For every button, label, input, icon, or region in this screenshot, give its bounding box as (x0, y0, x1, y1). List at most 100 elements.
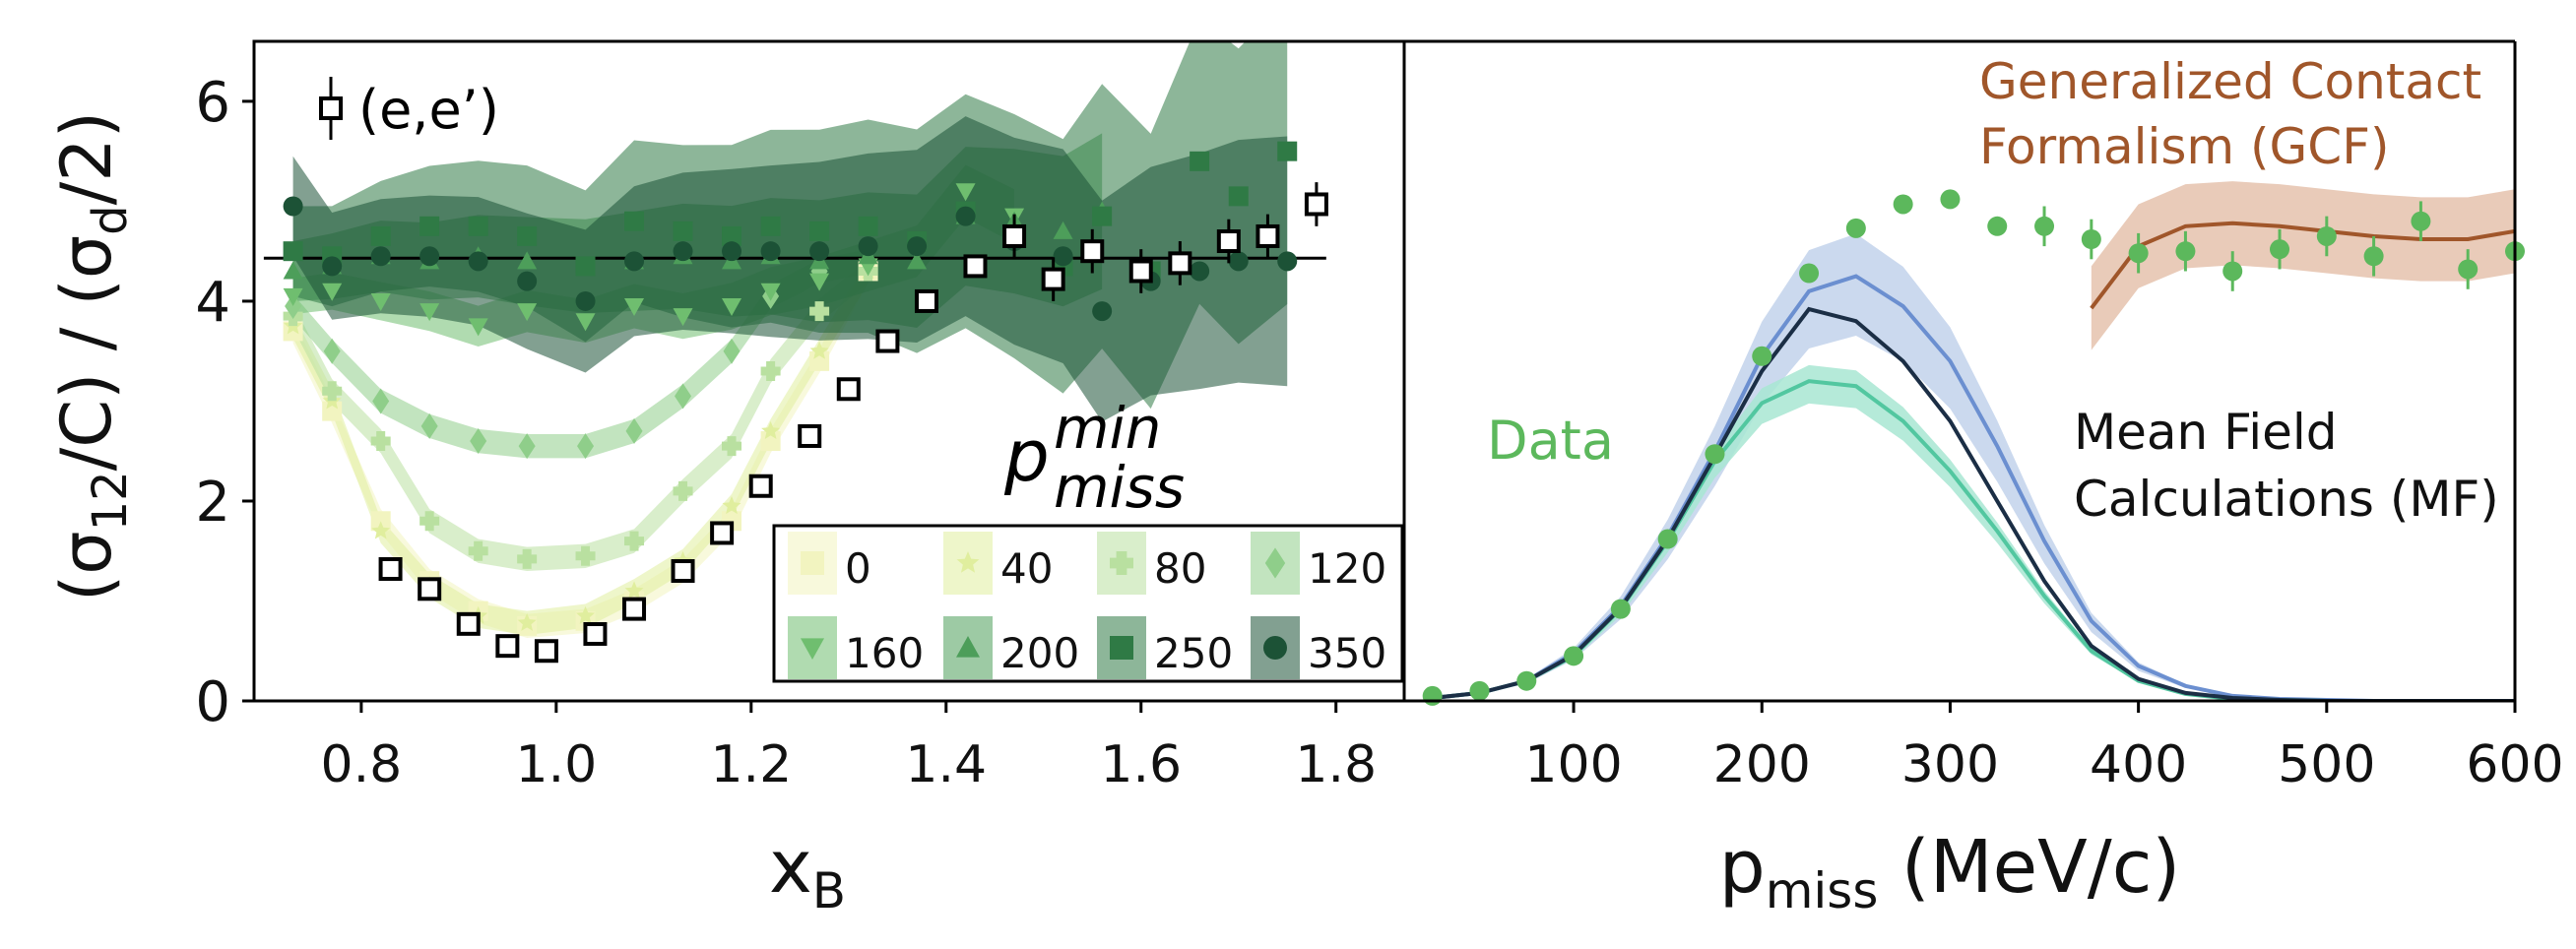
marker-pmin-250 (722, 225, 742, 246)
pmin-legend: 0 40 80 120 160 200 250 350 (772, 524, 1404, 683)
marker-pmin-120 (420, 412, 438, 439)
ee-point (456, 611, 481, 636)
ee-point (875, 329, 900, 353)
marker-pmin-120 (723, 338, 741, 364)
marker-pmin-80 (673, 480, 693, 501)
marker-pmin-160 (419, 303, 440, 322)
x-tick-label: 1.6 (1100, 735, 1182, 794)
data-point (1799, 263, 1820, 284)
marker-pmin-350 (322, 256, 343, 277)
legend-label: 160 (845, 629, 924, 677)
marker-pmin-40 (517, 612, 537, 631)
marker-pmin-250 (1277, 141, 1298, 161)
marker-pmin-350 (1053, 246, 1073, 267)
marker-pmin-120 (285, 293, 302, 320)
legend-marker (1264, 547, 1286, 579)
data-point (1422, 685, 1443, 706)
ee-point (671, 559, 695, 584)
marker-pmin-250 (1092, 206, 1113, 226)
marker-pmin-120 (470, 428, 487, 455)
marker-pmin-250 (809, 221, 830, 241)
ee-point (748, 474, 773, 498)
data-point (2034, 216, 2055, 236)
data-point (1705, 444, 1725, 465)
marker-pmin-250 (760, 216, 781, 236)
data-point (2175, 241, 2196, 262)
x-tick-label: 300 (1901, 735, 1999, 794)
data-point (1752, 346, 1772, 366)
ee-point (495, 634, 520, 659)
marker-pmin-80 (419, 511, 440, 532)
marker-pmin-350 (370, 246, 391, 267)
x-tick-label: 100 (1524, 735, 1622, 794)
marker-pmin-200 (517, 251, 538, 270)
y-tick-label: 0 (195, 670, 230, 734)
line-gcf (2090, 221, 2515, 310)
x-tick-label: 200 (1713, 735, 1811, 794)
marker-pmin-40 (576, 605, 596, 624)
marker-pmin-40 (809, 341, 829, 359)
marker-pmin-350 (907, 236, 928, 257)
data-point (2222, 261, 2243, 282)
legend-label: 40 (1000, 544, 1053, 593)
y-tick-label: 2 (195, 471, 230, 535)
band-gcf (2091, 181, 2515, 350)
marker-pmin-200 (1053, 221, 1073, 239)
data-point (1610, 599, 1631, 619)
y-tick-label: 6 (195, 71, 230, 135)
data-point (2458, 259, 2479, 280)
marker-pmin-160 (624, 298, 645, 317)
ee-point (418, 577, 442, 601)
marker-pmin-350 (1277, 251, 1298, 272)
marker-pmin-350 (760, 241, 781, 262)
marker-pmin-0 (370, 511, 391, 532)
marker-pmin-40 (624, 581, 644, 600)
x-tick-label: 1.2 (710, 735, 792, 794)
legend-label: 0 (845, 544, 871, 593)
data-point (1469, 680, 1490, 701)
right-panel: 100 200 300 400 500 600 Generalized Contact F… (1404, 39, 2564, 919)
pmin-label: p min miss (1003, 395, 1185, 521)
ee-point (1128, 259, 1153, 284)
ee-point (1304, 192, 1328, 217)
x-axis-label-left: xB (769, 825, 846, 919)
marker-pmin-250 (370, 225, 391, 246)
marker-pmin-160 (575, 313, 596, 332)
marker-pmin-250 (1190, 151, 1210, 171)
line-mf-mid (1432, 306, 2515, 701)
legend-marker (801, 638, 824, 660)
marker-pmin-80 (322, 381, 343, 402)
marker-pmin-160 (468, 318, 488, 337)
band-pmin-80 (292, 259, 869, 572)
legend-label: 120 (1308, 544, 1386, 593)
gcf-annotation: Generalized Contact Formalism (GCF) (1979, 53, 2497, 175)
marker-pmin-80 (468, 540, 488, 561)
marker-pmin-350 (624, 251, 645, 272)
x-tick-label: 400 (2090, 735, 2187, 794)
marker-pmin-80 (624, 531, 645, 551)
marker-pmin-160 (760, 283, 781, 301)
data-point (2081, 229, 2101, 249)
marker-pmin-160 (673, 308, 693, 327)
marker-pmin-80 (575, 545, 596, 566)
x-tick-label: 500 (2278, 735, 2375, 794)
ee-point (1168, 251, 1192, 276)
ee-points (378, 182, 1328, 664)
left-bands (292, 41, 1288, 639)
data-point (2316, 225, 2337, 246)
marker-pmin-250 (575, 256, 596, 277)
marker-pmin-80 (760, 361, 781, 381)
y-axis-label: (σ12/C) / (σd/2) (46, 111, 138, 601)
ee-point (534, 639, 558, 664)
data-point (2270, 239, 2290, 260)
marker-pmin-200 (283, 261, 303, 280)
marker-pmin-350 (283, 196, 303, 217)
legend-marker (1110, 636, 1133, 660)
ee-point (378, 557, 403, 581)
ee-point (963, 254, 988, 279)
x-tick-label: 0.8 (321, 735, 403, 794)
marker-pmin-160 (722, 298, 742, 317)
marker-pmin-120 (625, 417, 643, 444)
marker-pmin-160 (370, 292, 391, 311)
